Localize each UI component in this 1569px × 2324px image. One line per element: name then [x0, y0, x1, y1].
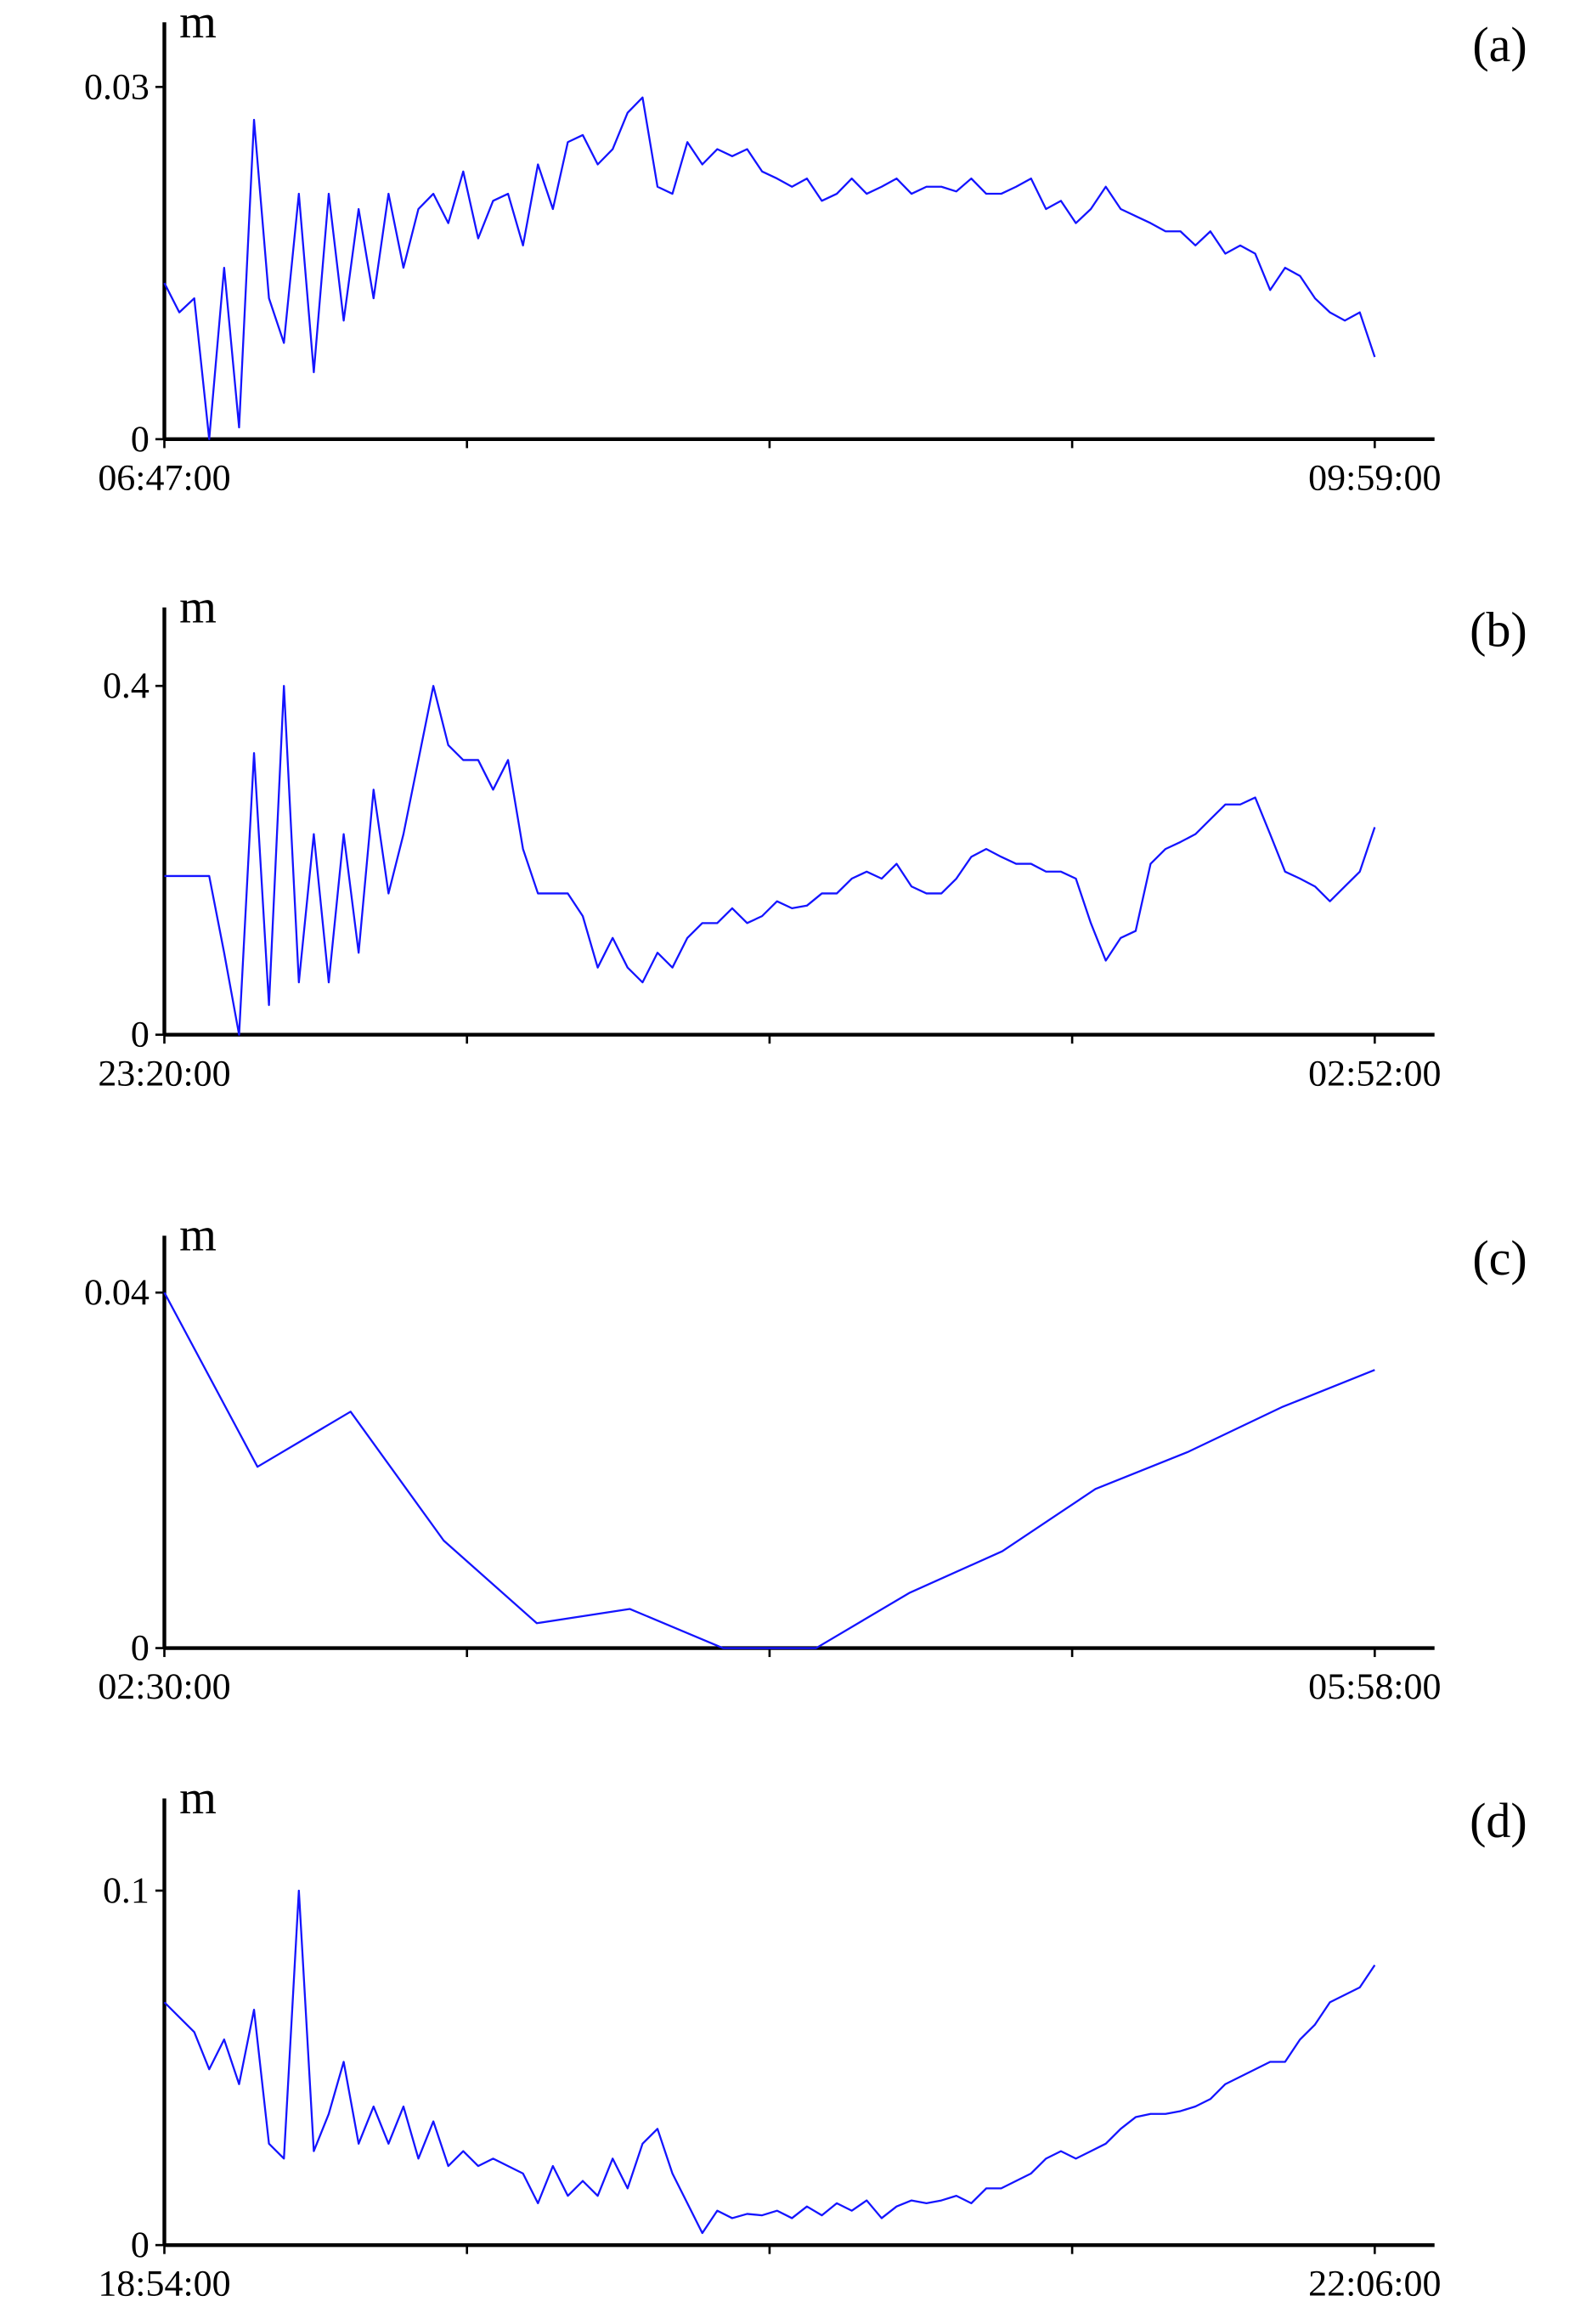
y-axis-label: m: [179, 580, 217, 633]
panel-label: (a): [1472, 17, 1527, 72]
data-line: [163, 1292, 1375, 1649]
panel-label: (c): [1472, 1230, 1527, 1286]
panel-label: (d): [1470, 1793, 1527, 1848]
y-axis-label: m: [179, 1209, 217, 1262]
x-tick-label: 02:30:00: [98, 1666, 230, 1707]
x-tick-label: 06:47:00: [98, 458, 230, 499]
data-line: [163, 96, 1376, 441]
y-tick-label: 0: [131, 419, 150, 460]
x-tick-label: 23:20:00: [98, 1053, 230, 1094]
y-tick-label: 0.1: [103, 1870, 150, 1911]
y-tick-label: 0.4: [103, 665, 150, 706]
data-line: [164, 685, 1376, 1036]
x-tick-label: 02:52:00: [1308, 1053, 1441, 1094]
y-tick-label: 0: [131, 1015, 150, 1055]
y-axis-label: m: [179, 0, 217, 48]
y-tick-label: 0.04: [84, 1272, 150, 1313]
y-tick-label: 0: [131, 2225, 150, 2265]
x-tick-label: 22:06:00: [1308, 2264, 1441, 2304]
y-tick-label: 0: [131, 1628, 150, 1669]
panel-label: (b): [1470, 602, 1527, 658]
x-tick-label: 05:58:00: [1308, 1666, 1441, 1707]
data-line: [163, 1889, 1376, 2235]
y-axis-label: m: [179, 1772, 217, 1824]
x-tick-label: 18:54:00: [98, 2264, 230, 2304]
x-tick-label: 09:59:00: [1308, 458, 1441, 499]
y-tick-label: 0.03: [84, 66, 150, 107]
